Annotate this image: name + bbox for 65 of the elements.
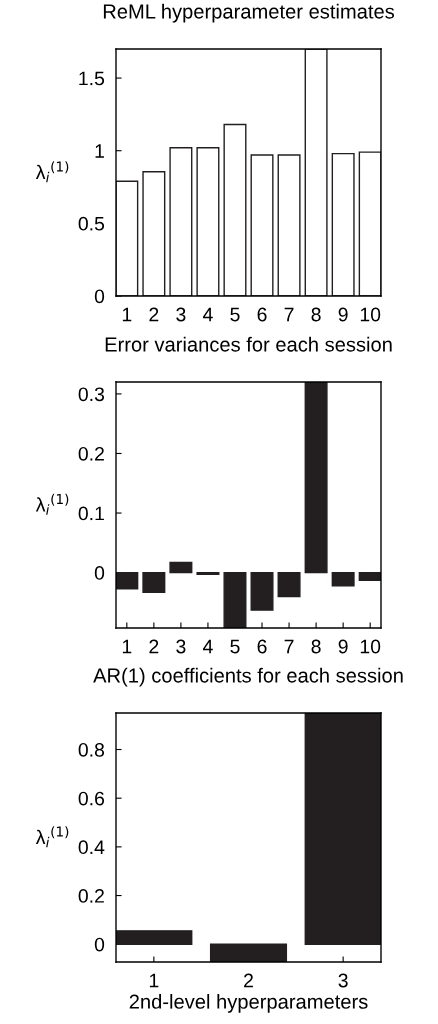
bar xyxy=(142,171,166,296)
x-tick-label: 6 xyxy=(257,307,267,322)
y-tick-label: 0 xyxy=(94,937,105,952)
x-tick-label: 7 xyxy=(284,307,294,322)
x-tick-label: 3 xyxy=(338,973,348,988)
x-tick-label: 4 xyxy=(202,639,213,654)
x-tick-label: 3 xyxy=(176,307,186,322)
x-axis-title: 2nd-level hyperparameters xyxy=(129,994,368,1013)
chart-title: Error variances for each session xyxy=(105,336,392,352)
bar xyxy=(250,154,274,296)
bar xyxy=(277,154,301,296)
x-tick-label: 1 xyxy=(149,973,159,988)
y-tick-label: 0.2 xyxy=(78,889,104,903)
bar xyxy=(169,147,193,296)
bar xyxy=(358,151,381,296)
bar xyxy=(304,382,328,574)
x-tick-label: 8 xyxy=(311,639,321,654)
y-tick-label: 0 xyxy=(94,566,105,580)
x-tick-label: 1 xyxy=(122,639,132,654)
bar xyxy=(223,123,247,296)
x-tick-label: 9 xyxy=(338,307,348,322)
y-tick-label: 0.2 xyxy=(78,446,104,461)
bar xyxy=(116,180,139,296)
bar xyxy=(277,571,301,598)
bar xyxy=(304,713,381,945)
y-tick-label: 1 xyxy=(95,144,104,158)
y-tick-label: 0.6 xyxy=(78,791,105,806)
x-tick-label: 10 xyxy=(360,639,381,654)
bar xyxy=(116,930,193,945)
bar xyxy=(223,571,247,628)
x-tick-label: 2 xyxy=(244,973,253,988)
y-axis-title: λ$_{i}$$^{(1)}$ xyxy=(35,161,69,183)
y-tick-label: 0.5 xyxy=(78,216,105,231)
bar xyxy=(304,49,328,296)
bar xyxy=(169,561,193,574)
y-tick-label: 0.3 xyxy=(78,387,105,402)
y-tick-label: 0.1 xyxy=(78,506,104,521)
y-tick-label: 1.5 xyxy=(79,71,105,86)
bar xyxy=(331,571,355,587)
bar xyxy=(250,571,274,611)
y-tick-label: 0.8 xyxy=(78,742,105,757)
bar xyxy=(196,147,220,296)
bar xyxy=(331,152,355,296)
y-axis-title: λ$_{i}$$^{(1)}$ xyxy=(35,826,69,848)
x-tick-label: 3 xyxy=(176,639,186,654)
x-tick-label: 7 xyxy=(284,639,294,654)
x-tick-label: 1 xyxy=(122,307,132,322)
x-tick-label: 4 xyxy=(202,307,213,322)
x-tick-label: 2 xyxy=(149,639,159,654)
x-tick-label: 5 xyxy=(230,307,240,322)
x-tick-label: 8 xyxy=(311,307,321,322)
y-tick-label: 0 xyxy=(94,289,105,304)
y-axis-title: λ$_{i}$$^{(1)}$ xyxy=(35,493,69,515)
x-tick-label: 2 xyxy=(149,307,159,322)
bar xyxy=(358,571,381,582)
bar xyxy=(209,943,288,962)
x-tick-label: 5 xyxy=(230,639,240,654)
chart-title: AR(1) coefficients for each session xyxy=(93,667,403,687)
bar xyxy=(116,571,139,590)
y-tick-label: 0.4 xyxy=(78,840,105,855)
bar xyxy=(142,571,166,593)
x-tick-label: 10 xyxy=(360,307,381,322)
x-tick-label: 6 xyxy=(257,639,267,654)
x-tick-label: 9 xyxy=(338,639,348,654)
chart-title: ReML hyperparameter estimates xyxy=(103,3,395,23)
